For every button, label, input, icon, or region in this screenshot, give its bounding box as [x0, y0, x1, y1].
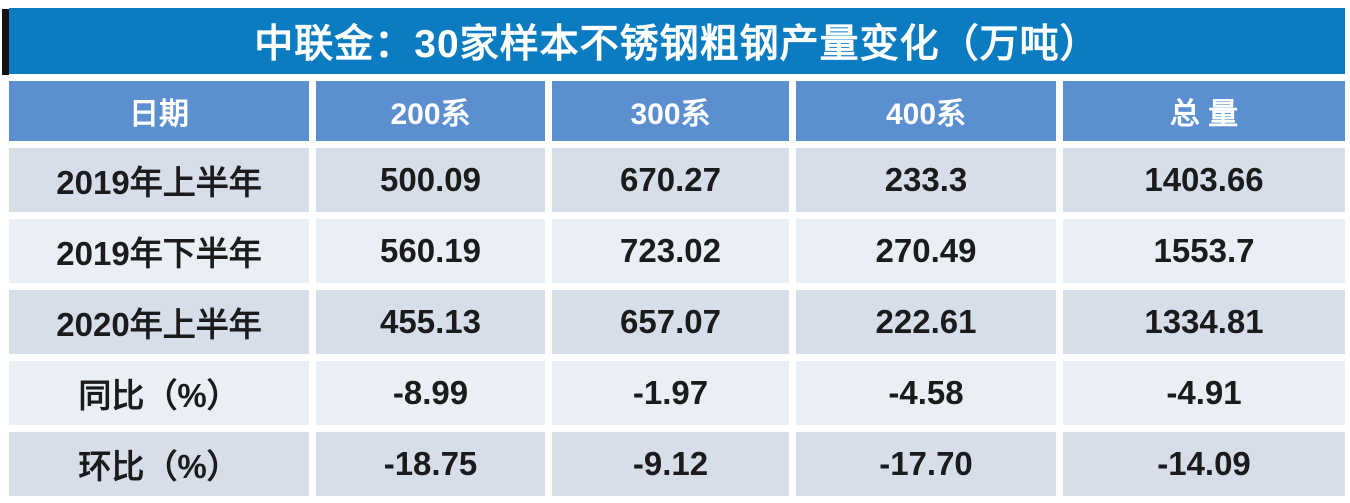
table-cell: -8.99 — [316, 361, 545, 425]
table-cell: 222.61 — [796, 290, 1056, 354]
table-cell: 500.09 — [316, 148, 545, 212]
table-cell: 657.07 — [552, 290, 789, 354]
column-header-200: 200系 — [316, 81, 545, 141]
table-cell: 1334.81 — [1063, 290, 1345, 354]
table-cell: 233.3 — [796, 148, 1056, 212]
table-cell: -17.70 — [796, 432, 1056, 496]
table-title: 中联金：30家样本不锈钢粗钢产量变化（万吨） — [9, 8, 1345, 74]
table-cell: -4.58 — [796, 361, 1056, 425]
table-cell: 270.49 — [796, 219, 1056, 283]
table-cell: 1553.7 — [1063, 219, 1345, 283]
table-cell: -9.12 — [552, 432, 789, 496]
column-header-300: 300系 — [552, 81, 789, 141]
table-cell: -14.09 — [1063, 432, 1345, 496]
row-label: 同比（%） — [9, 361, 309, 425]
left-edge-mark — [2, 9, 9, 75]
row-label: 2020年上半年 — [9, 290, 309, 354]
table-cell: 1403.66 — [1063, 148, 1345, 212]
row-label: 2019年上半年 — [9, 148, 309, 212]
column-header-400: 400系 — [796, 81, 1056, 141]
table-cell: 455.13 — [316, 290, 545, 354]
table-cell: 560.19 — [316, 219, 545, 283]
row-label: 2019年下半年 — [9, 219, 309, 283]
table-cell: 670.27 — [552, 148, 789, 212]
table-cell: 723.02 — [552, 219, 789, 283]
column-header-total: 总 量 — [1063, 81, 1345, 141]
table-cell: -1.97 — [552, 361, 789, 425]
row-label: 环比（%） — [9, 432, 309, 496]
data-table: 日期 200系 300系 400系 总 量 2019年上半年 500.09 67… — [9, 81, 1345, 496]
table-cell: -4.91 — [1063, 361, 1345, 425]
table-cell: -18.75 — [316, 432, 545, 496]
column-header-date: 日期 — [9, 81, 309, 141]
